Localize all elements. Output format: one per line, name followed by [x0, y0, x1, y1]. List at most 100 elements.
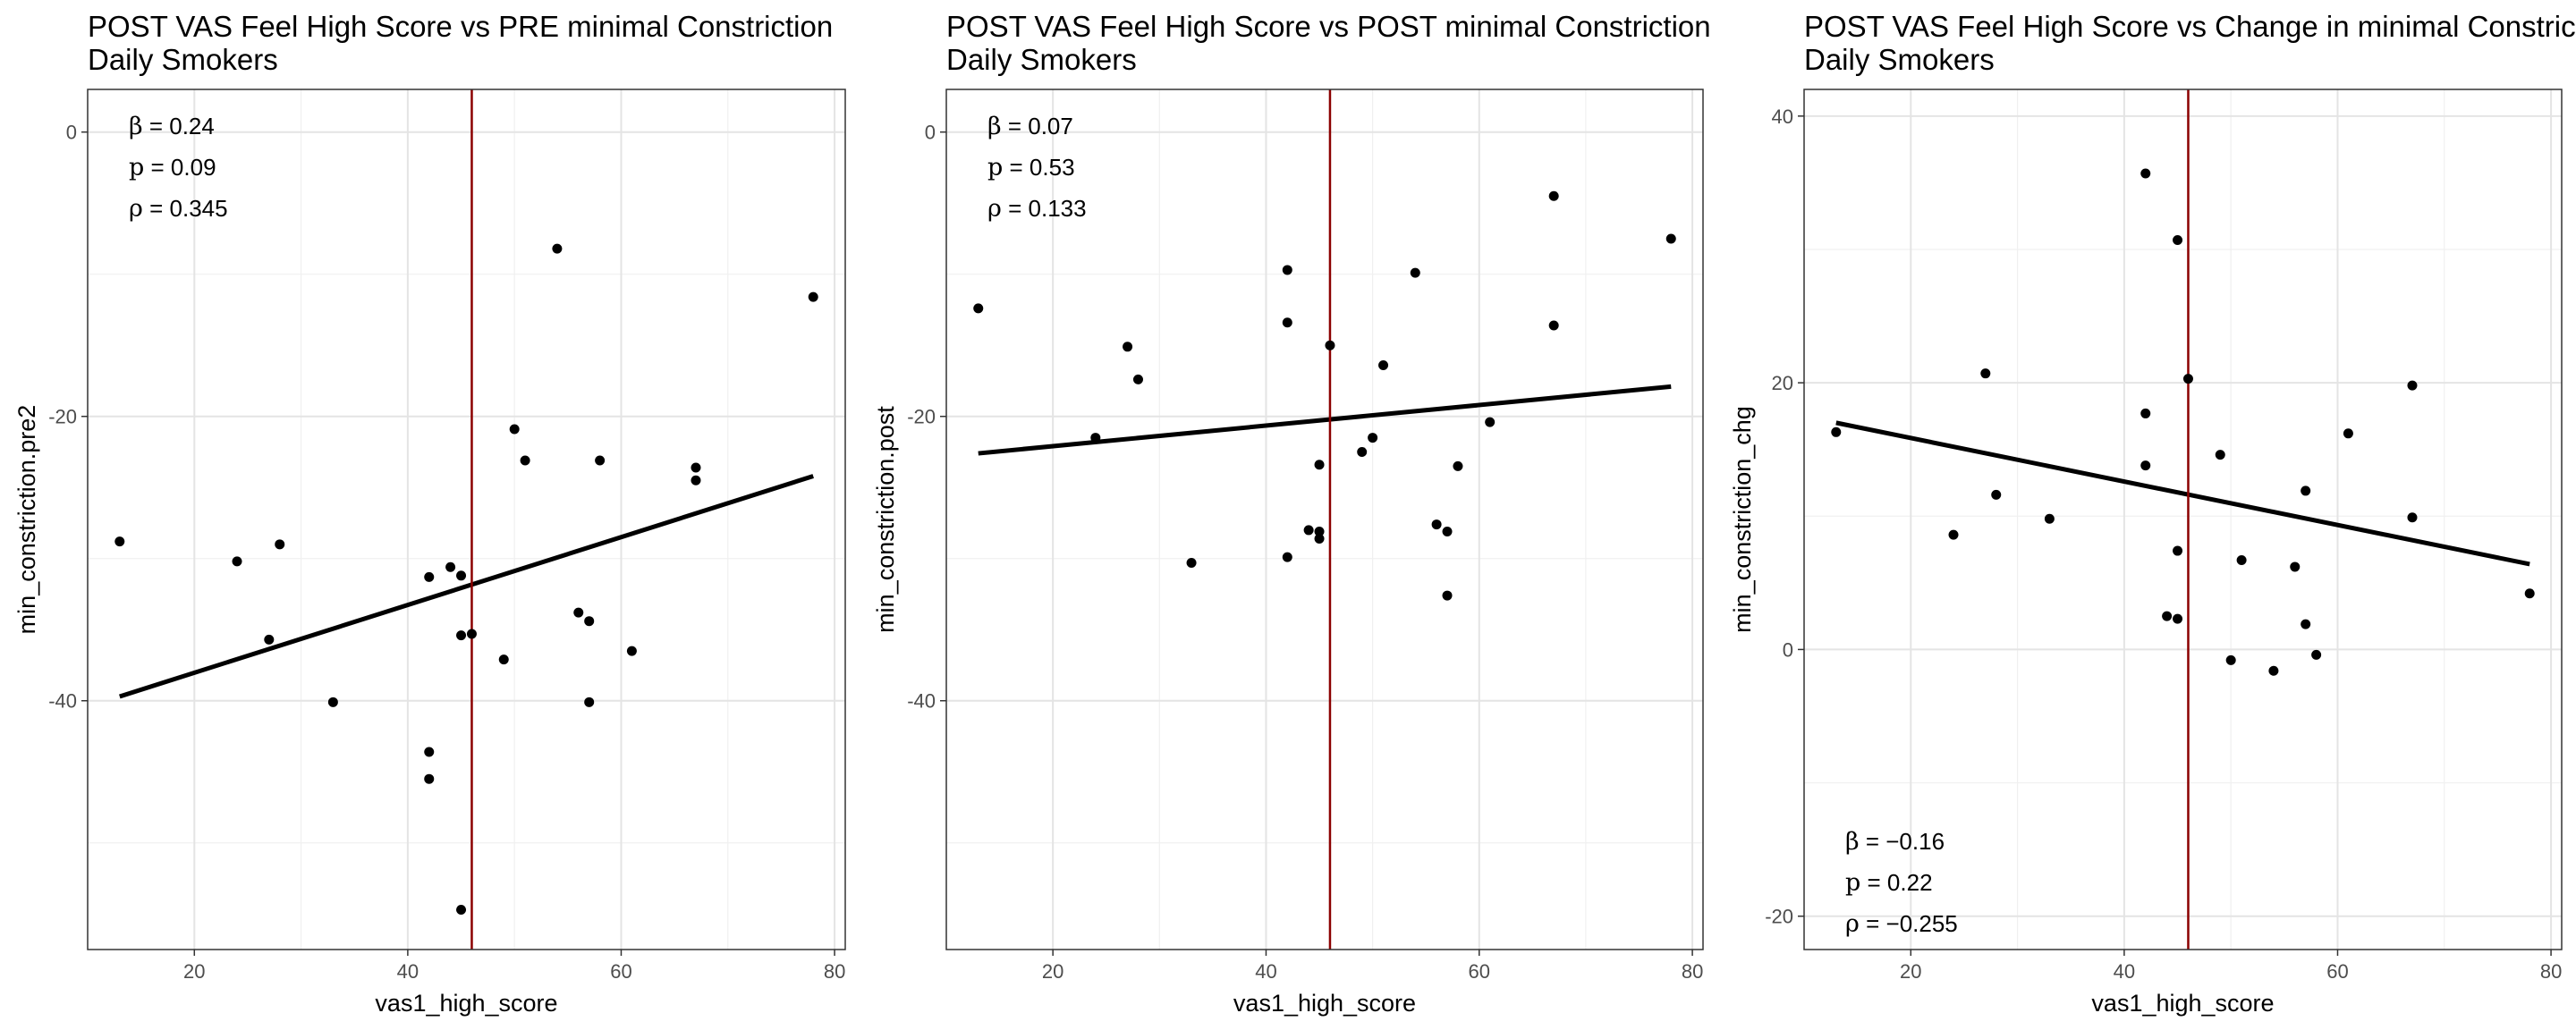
data-point	[114, 536, 125, 547]
data-point	[573, 607, 584, 618]
chart-title: POST VAS Feel High Score vs PRE minimal …	[88, 10, 833, 43]
data-point	[456, 904, 467, 915]
data-point	[275, 539, 285, 550]
x-tick-label: 60	[2326, 960, 2348, 983]
data-point	[1548, 320, 1559, 331]
data-point	[1314, 533, 1325, 544]
title-group: POST VAS Feel High Score vs Change in mi…	[1804, 10, 2576, 76]
data-point	[520, 455, 530, 466]
data-point	[327, 697, 338, 707]
scatter-panel-3: 20 40 60 80 40 20 0 -20 vas1_high_score min_const…	[1729, 10, 2576, 1017]
data-point	[584, 697, 595, 707]
data-point	[1485, 417, 1496, 427]
data-point	[1948, 529, 1959, 540]
data-point	[232, 556, 242, 567]
data-point	[2044, 513, 2055, 524]
y-tick-label: 0	[925, 122, 936, 144]
chart-title: POST VAS Feel High Score vs Change in mi…	[1804, 10, 2576, 43]
chart-subtitle: Daily Smokers	[946, 43, 1137, 76]
data-point	[626, 646, 637, 656]
y-tick-label: -20	[48, 406, 77, 428]
data-point	[2524, 588, 2535, 599]
data-point	[1991, 489, 2002, 500]
x-tick-label: 20	[183, 960, 205, 983]
data-point	[595, 455, 606, 466]
y-tick-label: -20	[1765, 906, 1793, 928]
data-point	[424, 747, 435, 757]
x-tick-label: 60	[1469, 960, 1490, 983]
data-point	[1303, 525, 1314, 536]
plot-background	[946, 89, 1703, 950]
chart-subtitle: Daily Smokers	[88, 43, 278, 76]
x-axis-label: vas1_high_score	[2091, 990, 2274, 1017]
data-point	[2268, 665, 2279, 676]
data-point	[2173, 235, 2183, 246]
regression-line	[119, 474, 814, 699]
scatter-panel-2: 20 40 60 80 0 -20 -40 vas1_high_score min_constr…	[872, 10, 1711, 1017]
data-point	[498, 654, 509, 665]
data-point	[456, 630, 467, 641]
chart-subtitle: Daily Smokers	[1804, 43, 1995, 76]
data-point	[456, 570, 467, 581]
stat-p: p = 0.09	[129, 154, 216, 182]
data-point	[1378, 359, 1389, 370]
panel-border	[1803, 89, 2563, 950]
data-point	[1368, 433, 1378, 443]
data-point	[424, 571, 435, 582]
scatter-panel-1: 20 40 60 80 0 -20 -40 vas1_high_score min_constr…	[13, 10, 846, 1017]
data-point	[808, 291, 818, 302]
data-point	[2173, 613, 2183, 624]
data-point	[552, 243, 563, 254]
data-point	[1442, 527, 1453, 537]
chart-title: POST VAS Feel High Score vs POST minimal…	[946, 10, 1711, 43]
data-point	[2236, 554, 2247, 565]
data-point	[2343, 428, 2353, 439]
data-point	[2215, 450, 2225, 460]
stat-beta: β = 0.24	[129, 113, 215, 140]
x-axis-label: vas1_high_score	[1233, 990, 1416, 1017]
data-point	[1132, 374, 1143, 384]
title-group: POST VAS Feel High Score vs PRE minimal …	[88, 10, 833, 76]
y-axis-label: min_constriction.pre2	[13, 405, 40, 635]
data-point	[509, 424, 520, 435]
x-tick-label: 40	[1255, 960, 1276, 983]
stat-beta: β = −0.16	[1845, 828, 1945, 856]
x-axis-label: vas1_high_score	[375, 990, 557, 1017]
data-point	[1410, 267, 1420, 278]
x-tick-label: 80	[1682, 960, 1703, 983]
data-point	[1282, 265, 1292, 275]
data-point	[1548, 190, 1559, 201]
y-tick-label: -40	[907, 690, 936, 713]
data-point	[691, 475, 701, 485]
data-point	[1325, 340, 1335, 350]
x-tick-label: 20	[1900, 960, 1921, 983]
data-point	[1357, 446, 1368, 457]
stat-p: p = 0.53	[987, 154, 1075, 182]
stat-rho: ρ = 0.133	[987, 195, 1087, 223]
data-point	[445, 561, 456, 572]
x-tick-label: 80	[824, 960, 845, 983]
y-tick-label: 0	[1783, 638, 1793, 661]
x-tick-label: 40	[397, 960, 419, 983]
panel-border	[945, 89, 1704, 950]
data-point	[2301, 619, 2311, 629]
y-axis-label: min_constriction_chg	[1729, 406, 1756, 633]
data-point	[2407, 512, 2418, 523]
data-point	[1314, 527, 1325, 537]
y-tick-label: -40	[48, 690, 77, 713]
regression-line	[1835, 420, 2530, 567]
data-point	[1282, 552, 1292, 562]
y-axis-label: min_constriction.post	[872, 406, 899, 633]
x-tick-label: 80	[2540, 960, 2562, 983]
stat-beta: β = 0.07	[987, 113, 1073, 140]
data-point	[1453, 460, 1463, 471]
data-point	[424, 773, 435, 784]
plot-background	[1804, 89, 2562, 950]
data-point	[2140, 168, 2151, 179]
stat-rho: ρ = 0.345	[129, 195, 228, 223]
data-point	[1431, 519, 1442, 530]
data-point	[973, 303, 984, 314]
data-point	[264, 634, 275, 645]
x-tick-label: 60	[610, 960, 631, 983]
